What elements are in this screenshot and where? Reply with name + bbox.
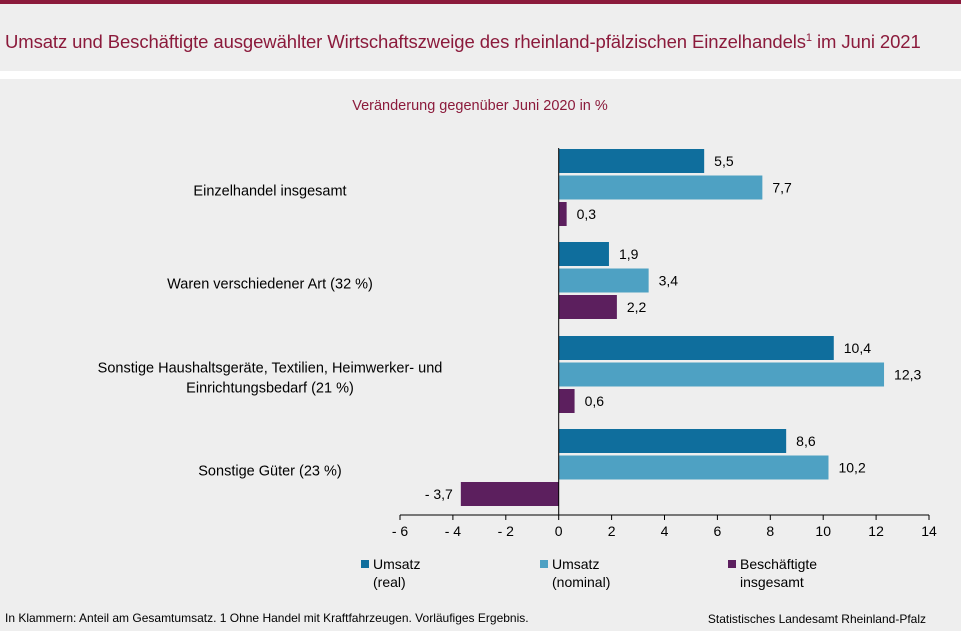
data-label: 7,7 [772, 180, 792, 196]
category-label: Waren verschiedener Art (32 %) [167, 276, 373, 292]
bar [558, 175, 763, 200]
bar [460, 482, 559, 506]
data-label: 12,3 [894, 367, 921, 383]
x-tick-label: 2 [608, 523, 616, 539]
data-label: 3,4 [659, 273, 679, 289]
legend-label: Umsatz [552, 556, 599, 572]
category-label: Sonstige Haushaltsgeräte, Textilien, Hei… [98, 360, 443, 376]
data-label: 10,2 [838, 460, 865, 476]
x-tick-label: 14 [921, 523, 937, 539]
header: Umsatz und Beschäftigte ausgewählter Wir… [0, 4, 961, 71]
legend-swatch [540, 560, 548, 568]
x-tick-label: - 6 [392, 523, 409, 539]
x-tick-label: 10 [815, 523, 831, 539]
legend-swatch [361, 560, 369, 568]
data-label: 10,4 [844, 340, 871, 356]
legend-label: (real) [373, 574, 406, 590]
data-label: 0,6 [585, 393, 605, 409]
x-tick-label: - 4 [445, 523, 462, 539]
bar [558, 242, 609, 266]
legend-label: Umsatz [373, 556, 420, 572]
bar [558, 268, 649, 293]
bar [558, 336, 834, 360]
page-title: Umsatz und Beschäftigte ausgewählter Wir… [5, 31, 921, 52]
source-note: Statistisches Landesamt Rheinland-Pfalz [707, 612, 926, 626]
category-label: Sonstige Güter (23 %) [198, 463, 341, 479]
legend-swatch [728, 560, 736, 568]
bar [558, 389, 575, 413]
bar [558, 362, 885, 387]
legend-label: insgesamt [740, 574, 804, 590]
header-separator [0, 71, 961, 79]
data-label: 8,6 [796, 433, 816, 449]
bar [558, 295, 617, 319]
data-label: 5,5 [714, 153, 734, 169]
category-label: Einzelhandel insgesamt [193, 183, 346, 199]
data-label: 2,2 [627, 299, 647, 315]
x-tick-label: 0 [555, 523, 563, 539]
x-tick-label: 6 [714, 523, 722, 539]
x-tick-label: 8 [766, 523, 774, 539]
legend-label: Beschäftigte [740, 556, 817, 572]
title-footnote-marker: 1 [805, 31, 812, 44]
category-label: Einrichtungsbedarf (21 %) [186, 380, 354, 396]
data-label: 0,3 [577, 206, 597, 222]
x-tick-label: - 2 [498, 523, 515, 539]
x-tick-label: 12 [868, 523, 884, 539]
bar [558, 429, 787, 453]
top-accent-bar [0, 0, 961, 4]
chart-subtitle: Veränderung gegenüber Juni 2020 in % [352, 98, 608, 114]
data-label: 1,9 [619, 246, 639, 262]
bar-chart: Veränderung gegenüber Juni 2020 in % Einz… [98, 98, 937, 590]
x-tick-label: 4 [661, 523, 669, 539]
legend-label: (nominal) [552, 574, 610, 590]
bar [558, 455, 829, 480]
footnote: In Klammern: Anteil am Gesamtumsatz. 1 O… [5, 611, 529, 625]
bar [558, 149, 705, 173]
data-label: - 3,7 [425, 486, 453, 502]
bar [558, 202, 567, 226]
